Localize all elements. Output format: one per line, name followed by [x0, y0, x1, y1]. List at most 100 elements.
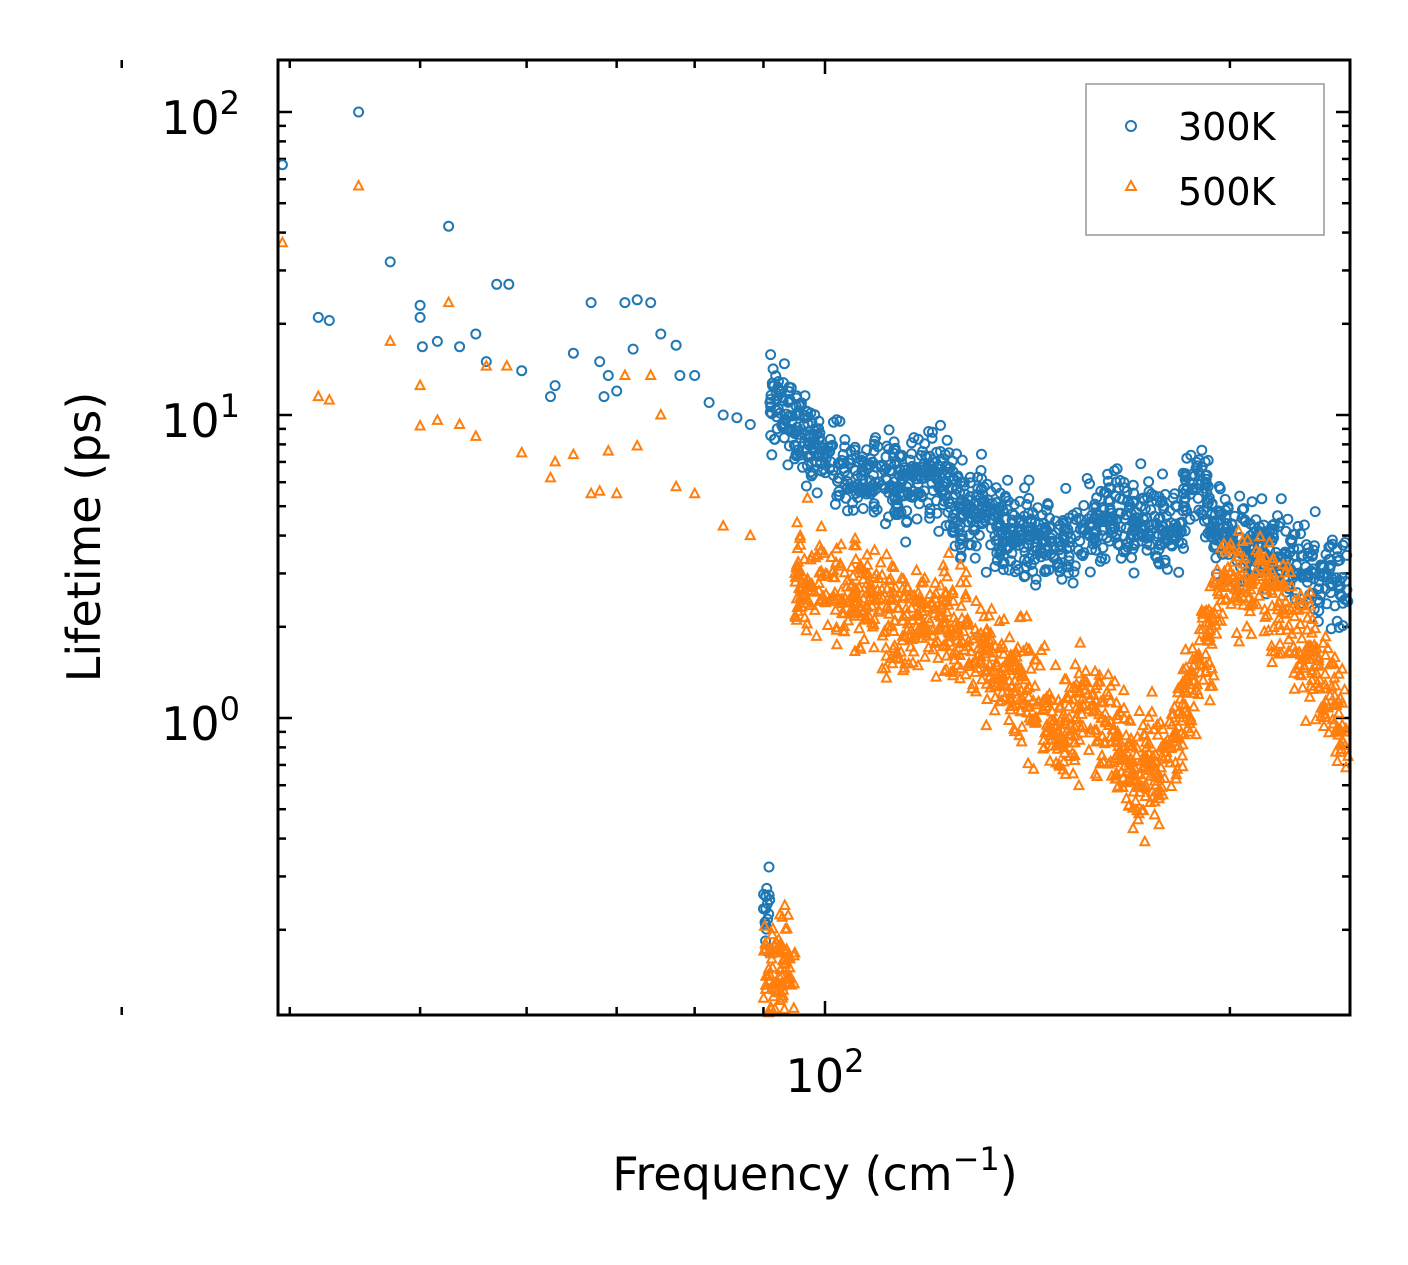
data-point-300k: [1135, 458, 1147, 470]
data-point-500k: [1319, 681, 1333, 694]
data-point-300k: [1302, 542, 1314, 554]
data-point-500k: [851, 604, 864, 616]
data-point-300k: [1286, 535, 1298, 546]
data-point-300k: [758, 888, 770, 900]
data-point-500k: [887, 560, 900, 572]
data-point-500k: [867, 640, 881, 653]
data-point-500k: [841, 613, 855, 626]
data-point-500k: [1313, 681, 1326, 694]
data-point-500k: [1028, 679, 1042, 691]
data-point-500k: [1139, 735, 1153, 747]
data-point-500k: [1288, 609, 1301, 622]
data-point-500k: [942, 546, 955, 558]
data-point-500k: [1259, 610, 1272, 622]
data-point-300k: [1027, 507, 1039, 519]
data-point-500k: [857, 591, 870, 604]
data-point-500k: [785, 977, 798, 990]
data-point-500k: [1309, 621, 1322, 634]
data-point-500k: [1254, 553, 1268, 566]
data-point-500k: [1032, 694, 1045, 707]
data-point-500k: [1021, 756, 1035, 769]
data-point-500k: [1250, 597, 1264, 610]
data-point-500k: [770, 976, 783, 989]
data-point-500k: [1329, 678, 1342, 691]
data-point-300k: [893, 450, 905, 462]
data-point-500k: [1043, 754, 1057, 766]
data-point-300k: [888, 443, 900, 455]
data-point-300k: [1256, 493, 1268, 505]
data-point-300k: [767, 363, 779, 375]
data-point-500k: [912, 626, 925, 639]
data-point-500k: [860, 547, 874, 560]
data-point-500k: [971, 661, 985, 673]
data-point-300k: [871, 504, 883, 516]
data-point-500k: [918, 650, 932, 662]
data-point-500k: [835, 592, 848, 605]
data-point-500k: [993, 614, 1006, 626]
data-point-500k: [1190, 683, 1204, 695]
data-point-500k: [1206, 679, 1219, 691]
data-point-500k: [1171, 762, 1184, 774]
data-point-500k: [1238, 551, 1251, 564]
data-point-500k: [1184, 677, 1197, 690]
data-point-500k: [480, 358, 493, 371]
data-point-300k: [765, 349, 777, 361]
data-point-500k: [983, 633, 996, 646]
data-point-500k: [1049, 658, 1062, 671]
data-point-500k: [1026, 712, 1039, 725]
data-point-500k: [1118, 758, 1132, 771]
data-point-300k: [947, 512, 959, 524]
data-point-500k: [618, 368, 632, 380]
data-point-500k: [830, 623, 843, 635]
data-point-500k: [798, 610, 811, 623]
data-point-300k: [1029, 526, 1041, 538]
data-point-500k: [853, 621, 866, 634]
data-point-500k: [1092, 707, 1106, 720]
data-point-300k: [1141, 544, 1153, 556]
data-point-500k: [919, 596, 932, 609]
data-point-300k: [416, 341, 428, 353]
data-point-500k: [1104, 694, 1117, 706]
data-point-500k: [838, 619, 851, 631]
data-point-300k: [1067, 509, 1079, 521]
data-point-300k: [933, 482, 945, 494]
data-point-500k: [1007, 699, 1020, 711]
data-point-300k: [1019, 482, 1031, 494]
data-point-500k: [852, 580, 866, 593]
data-point-500k: [1060, 724, 1074, 736]
data-point-500k: [1148, 774, 1161, 786]
data-point-500k: [889, 580, 902, 593]
data-point-500k: [1011, 661, 1025, 674]
data-point-500k: [1318, 667, 1332, 679]
data-point-500k: [1317, 719, 1331, 731]
data-point-500k: [1241, 532, 1254, 545]
data-point-500k: [926, 642, 940, 655]
data-point-500k: [996, 672, 1009, 685]
data-point-500k: [1288, 682, 1301, 694]
data-point-300k: [999, 490, 1011, 502]
data-point-300k: [1044, 522, 1056, 534]
data-point-500k: [844, 579, 857, 591]
data-point-300k: [1306, 550, 1318, 562]
data-point-300k: [1331, 615, 1343, 627]
data-point-300k: [976, 483, 988, 495]
data-point-500k: [548, 454, 562, 467]
data-point-500k: [907, 644, 920, 657]
data-point-500k: [1037, 740, 1051, 752]
data-point-500k: [1230, 626, 1243, 638]
data-point-300k: [567, 347, 579, 359]
data-point-300k: [689, 370, 701, 381]
data-point-500k: [1072, 778, 1086, 791]
data-point-500k: [977, 609, 991, 622]
data-point-500k: [1109, 734, 1122, 747]
data-point-500k: [1126, 821, 1140, 834]
data-point-500k: [1110, 771, 1123, 784]
data-point-300k: [1025, 517, 1037, 529]
data-point-300k: [744, 419, 756, 430]
data-point-500k: [813, 565, 826, 578]
data-point-500k: [1126, 767, 1140, 779]
data-point-500k: [801, 579, 814, 591]
data-point-300k: [991, 521, 1003, 533]
data-point-300k: [1153, 513, 1165, 525]
data-point-500k: [910, 619, 923, 632]
